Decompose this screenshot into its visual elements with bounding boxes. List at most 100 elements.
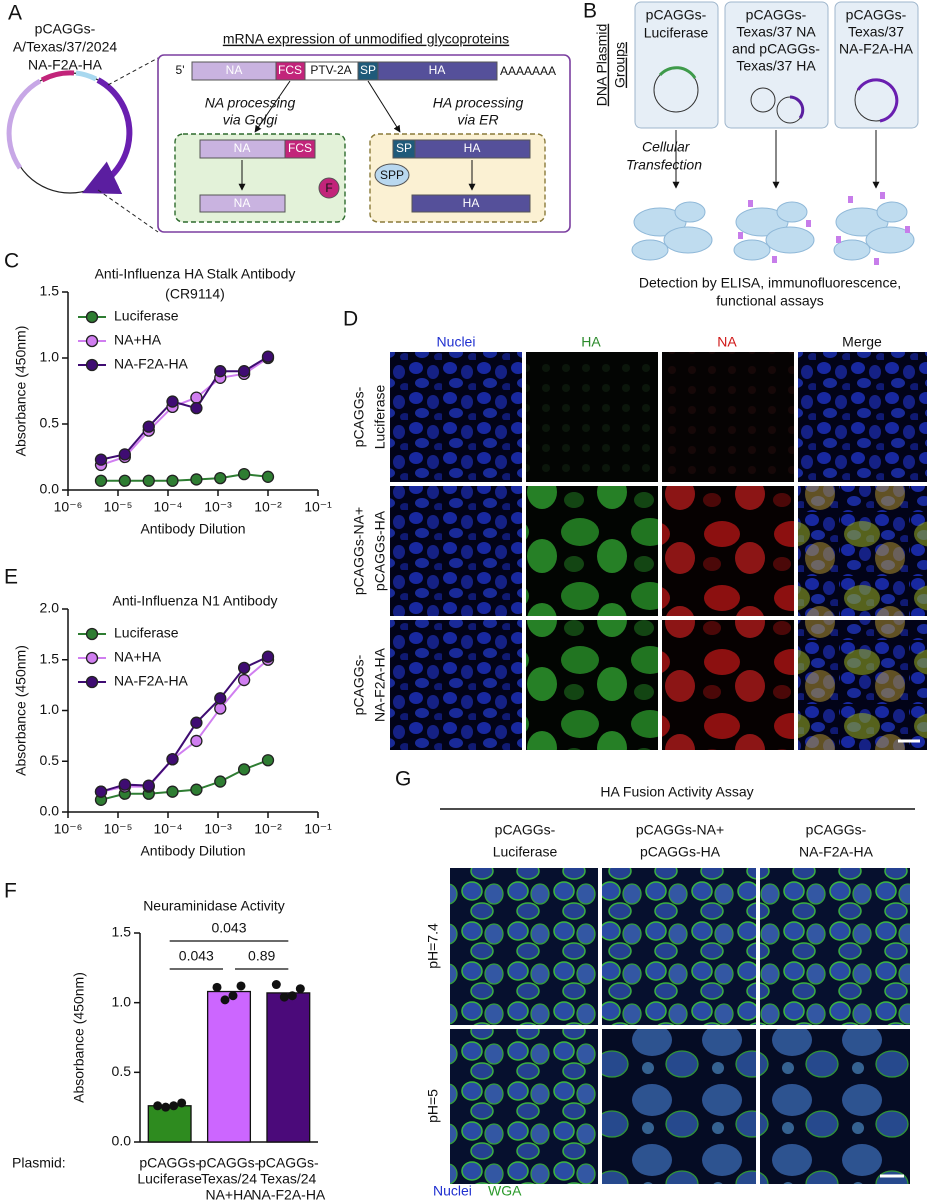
data-point [166,395,179,408]
panel-g-title: HA Fusion Activity Assay [600,784,753,800]
micrograph [662,486,794,616]
x-tick-label: 10⁻⁴ [154,821,183,837]
plasmid-icon [658,66,697,79]
column-label: HA [581,334,601,350]
data-point [118,448,131,461]
replicate-point [169,1101,179,1111]
legend-wga: WGA [488,1183,522,1199]
p-value: 0.043 [179,948,214,964]
replicate-point [212,982,222,992]
plasmid-icon [856,78,899,123]
y-tick-label: 0.5 [40,752,60,768]
micrograph [526,620,658,750]
micrograph [602,1029,756,1184]
micrograph [662,620,794,750]
data-point [166,474,179,487]
chart-title: Neuraminidase Activity [143,898,285,914]
column-label: pCAGGs-NA+ [636,822,724,838]
micrograph [390,486,522,616]
data-point [237,661,251,675]
panel-label: B [583,0,597,23]
legend-label: NA-F2A-HA [114,356,189,372]
plasmid-segment [75,70,98,82]
chart-title: Anti-Influenza HA Stalk Antibody [95,266,296,282]
panel-label: F [4,880,17,903]
data-point [214,692,227,705]
y-tick-label: 0.5 [40,415,60,431]
process-label: HA processing [433,95,524,111]
panel-label: D [343,308,358,331]
column-label: Luciferase [493,844,558,860]
block-label: NA [234,141,251,155]
micrograph [390,352,522,482]
x-tick-label: 10⁻² [254,499,282,515]
micrograph [662,352,794,482]
group-label: Texas/37 NA [736,24,816,40]
group-label: and pCAGGs- [732,41,820,57]
y-tick-label: 2.0 [40,600,60,616]
y-tick-label: 0.5 [112,1063,132,1079]
y-axis-label: Absorbance (450nm) [13,645,29,776]
y-tick-label: 1.0 [40,349,60,365]
cells [631,201,915,261]
y-tick-label: 1.5 [40,283,60,299]
data-point [261,470,275,483]
panel-label: C [4,250,19,273]
x-tick-label: pCAGGs- [139,1155,200,1171]
micrograph [450,1029,598,1184]
x-tick-label: 10⁻² [254,821,282,837]
plasmid-icon [789,95,805,119]
micrograph-grid [390,352,927,750]
spp-label: SPP [380,168,404,182]
x-tick-label: 10⁻⁵ [104,499,133,515]
replicate-point [279,992,289,1002]
block-label: HA [463,196,480,210]
x-tick-label: NA-F2A-HA [251,1187,326,1200]
group-label: Luciferase [644,25,709,41]
panel-label: G [395,768,411,791]
data-point [190,783,203,796]
legend-label: Luciferase [114,308,179,324]
data-point [166,753,179,766]
replicate-point [271,980,281,990]
p-value: 0.89 [248,948,275,964]
segment-label: NA [226,63,243,77]
data-point [214,702,227,715]
legend-marker [85,651,99,665]
block-label: SP [396,141,412,155]
x-tick-label: 10⁻⁵ [104,821,133,837]
group-label: pCAGGs- [846,7,907,23]
bar [147,1105,192,1143]
data-point [94,453,108,466]
data-point [261,754,275,767]
data-point [190,391,203,404]
legend-nuclei: Nuclei [433,1183,472,1199]
micrograph [526,486,658,616]
data-point [166,785,179,798]
bar [206,990,252,1143]
plasmid-icon [750,87,776,113]
ha-block [411,194,531,213]
replicate-point [161,1102,171,1112]
micrograph [760,1029,910,1184]
group-label: pCAGGs- [646,7,707,23]
x-tick-label: 10⁻³ [204,821,232,837]
y-tick-label: 1.5 [112,924,132,940]
data-point [214,365,227,378]
replicate-point [177,1098,187,1108]
data-point [214,775,227,788]
x-tick-label: 10⁻¹ [304,499,332,515]
segment-label: PTV-2A [310,63,351,77]
micrograph [798,486,927,616]
column-label: NA-F2A-HA [799,844,874,860]
data-point [261,350,275,363]
detection-label: functional assays [716,293,823,309]
micrograph [798,620,927,750]
row-label: pCAGGs-HA [372,510,388,591]
micrograph [390,620,522,750]
column-label: Merge [842,334,882,350]
data-point [261,650,275,663]
panel-a-title: mRNA expression of unmodified glycoprote… [223,31,509,47]
